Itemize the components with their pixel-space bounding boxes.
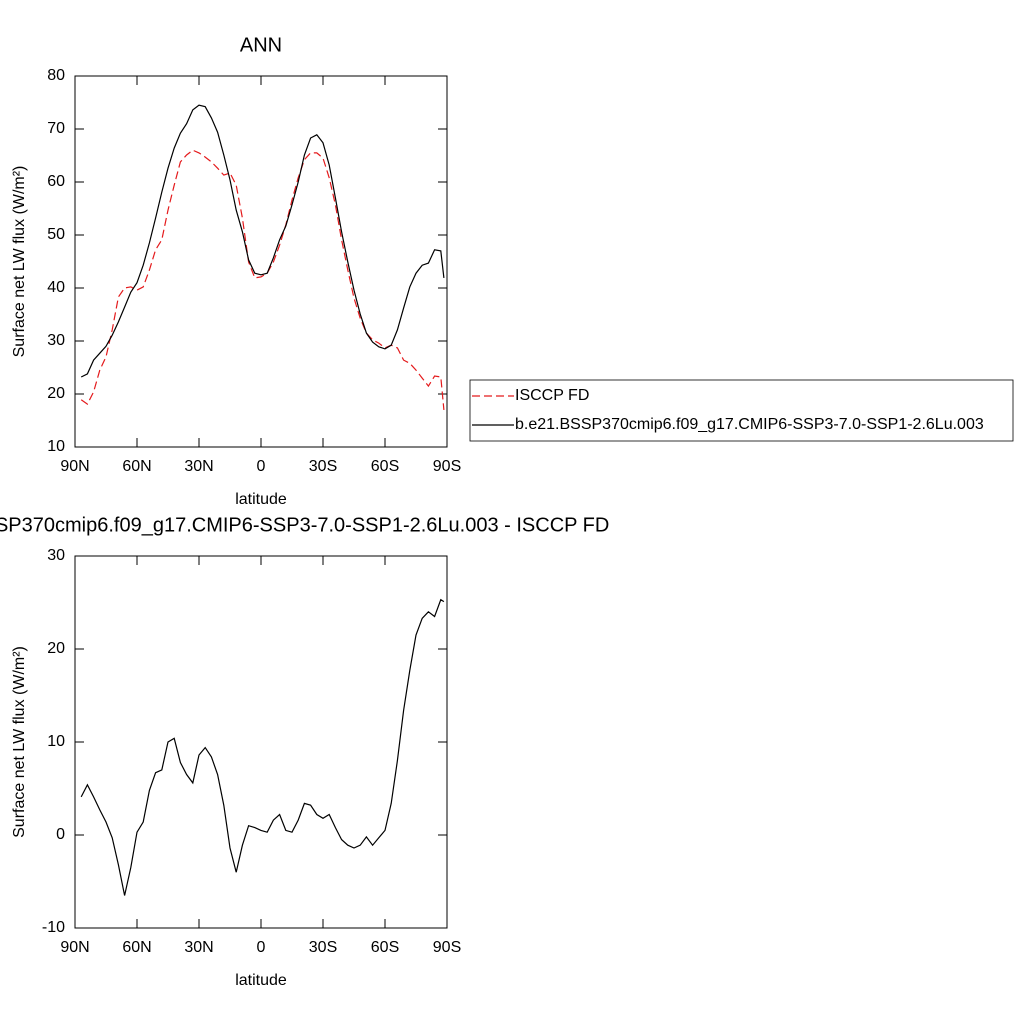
data-line [80,598,445,896]
chart-title: b.e21.BSSP370cmip6.f09_g17.CMIP6-SSP3-7.… [0,514,609,536]
y-tick-label: 60 [47,173,65,190]
x-tick-label: 0 [257,458,266,475]
x-axis-label: latitude [235,972,287,989]
data-line [80,149,445,410]
x-tick-label: 60N [122,939,151,956]
x-tick-label: 90S [433,458,461,475]
x-tick-label: 60S [371,458,399,475]
y-tick-label: 20 [47,385,65,402]
y-axis-label: Surface net LW flux (W/m²) [11,646,28,838]
x-tick-label: 30N [184,939,213,956]
y-tick-label: -10 [42,919,65,936]
y-tick-label: 20 [47,640,65,657]
y-tick-label: 30 [47,547,65,564]
y-tick-label: 10 [47,438,65,455]
x-tick-label: 90S [433,939,461,956]
legend-label: b.e21.BSSP370cmip6.f09_g17.CMIP6-SSP3-7.… [515,416,984,433]
x-tick-label: 0 [257,939,266,956]
legend-box [469,379,1014,442]
x-tick-label: 30S [309,458,337,475]
y-axis-label: Surface net LW flux (W/m²) [11,166,28,358]
x-tick-label: 60S [371,939,399,956]
data-line [80,104,445,378]
x-tick-label: 90N [60,458,89,475]
y-tick-label: 40 [47,279,65,296]
x-tick-label: 30N [184,458,213,475]
x-tick-label: 30S [309,939,337,956]
y-tick-label: 50 [47,226,65,243]
y-tick-label: 70 [47,120,65,137]
legend-label: ISCCP FD [515,387,589,404]
plot-frame [74,75,448,448]
y-tick-label: 80 [47,67,65,84]
x-tick-label: 90N [60,939,89,956]
chart-title: ANN [240,34,282,56]
y-tick-label: 0 [56,826,65,843]
plot-frame [74,555,448,929]
y-tick-label: 30 [47,332,65,349]
y-tick-label: 10 [47,733,65,750]
x-tick-label: 60N [122,458,151,475]
x-axis-label: latitude [235,491,287,508]
